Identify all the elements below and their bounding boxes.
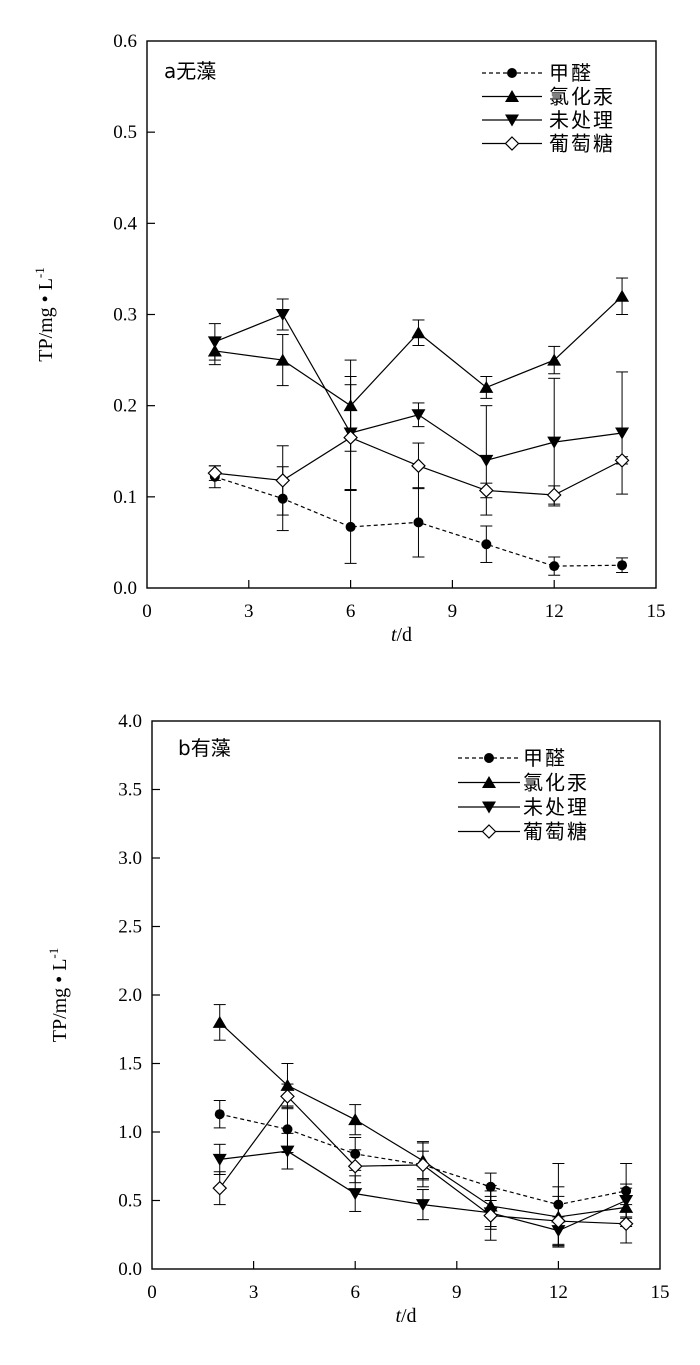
data-point [481,539,492,550]
data-point [547,353,562,366]
panel-label: a无藻 [164,59,216,83]
legend-label: 氯化汞 [549,85,615,109]
x-tick-label: 12 [549,1282,568,1303]
x-tick-label: 12 [545,601,564,622]
y-axis-title: TP/mg • L-1 [32,267,57,362]
y-tick-label: 0.6 [113,31,137,52]
data-point [347,1158,363,1174]
y-tick-label: 0.4 [113,213,137,234]
series-未处理 [207,298,630,516]
data-point [615,289,630,302]
data-point [415,1157,431,1173]
y-tick-label: 2.0 [118,985,142,1006]
y-tick-label: 1.5 [118,1054,142,1075]
legend-marker [482,801,496,814]
x-axis-title: t/d [395,1305,416,1327]
y-tick-label: 0.5 [113,122,137,143]
series-line [219,1021,627,1218]
y-tick-label: 3.0 [118,848,142,869]
y-tick-label: 4.0 [118,711,142,732]
data-point [275,353,290,366]
data-point [212,1153,227,1166]
legend-label: 未处理 [549,108,615,132]
panel-label: b有藻 [178,736,231,760]
x-tick-label: 6 [350,1282,360,1303]
data-point [478,483,494,498]
data-point [415,1199,430,1212]
x-tick-label: 9 [448,601,458,622]
data-point [275,309,290,321]
legend-marker [481,824,497,839]
data-point [275,473,291,488]
y-tick-label: 0.0 [118,1259,142,1280]
data-point [212,1180,228,1196]
y-tick-label: 0.1 [113,487,137,508]
legend-marker [482,776,496,788]
legend-marker [505,90,519,102]
legend-label: 甲醛 [523,746,567,770]
x-tick-label: 9 [452,1282,462,1303]
data-point [343,430,358,445]
data-point [479,380,494,393]
chart-a: 0.0 0.1 0.2 0.3 0.4 0.5 0.6 0 3 6 9 12 15 t/d TP/mg • … [32,31,666,646]
data-point [479,454,494,467]
data-point [212,1015,227,1028]
legend-marker [504,136,520,151]
legend-label: 未处理 [523,795,589,819]
data-point [207,336,222,349]
y-tick-label: 0.5 [118,1191,142,1212]
series-葡萄糖 [212,1083,634,1247]
y-tick-label: 0.3 [113,305,137,326]
data-point [615,427,630,440]
y-tick-label: 0.0 [113,578,137,599]
legend-label: 葡萄糖 [523,820,589,844]
data-point [280,1145,295,1158]
data-point [614,453,630,468]
data-point [280,1089,295,1104]
x-tick-label: 3 [249,1282,259,1303]
x-tick-label: 3 [244,601,254,622]
data-point [413,517,424,528]
y-axis-title: TP/mg • L-1 [46,948,71,1043]
data-point [207,465,223,481]
x-tick-label: 0 [142,601,152,622]
data-point [617,560,628,571]
data-point [551,1213,566,1229]
data-point [546,487,562,503]
data-point [547,436,562,449]
y-tick-label: 0.2 [113,396,137,417]
data-point [411,409,426,422]
x-tick-label: 15 [651,1282,670,1303]
data-point [411,326,426,339]
y-tick-label: 2.5 [118,917,142,938]
data-point [348,1188,363,1201]
x-tick-label: 15 [647,601,666,622]
chart-b: 0.0 0.5 1.0 1.5 2.0 2.5 3.0 3.5 4.0 0 3 6 9 12 15 t/d TP… [46,711,670,1327]
y-tick-label: 3.5 [118,780,142,801]
series-葡萄糖 [207,384,630,516]
y-tick-label: 1.0 [118,1122,142,1143]
x-axis-title: t/d [391,624,412,646]
x-tick-label: 6 [346,601,356,622]
legend-marker [484,753,494,763]
series-line [214,295,623,407]
legend-label: 葡萄糖 [549,132,615,156]
data-point [618,1216,634,1232]
legend-label: 氯化汞 [523,771,589,795]
legend-marker [507,68,517,78]
data-point [549,561,560,572]
data-point [483,1208,499,1223]
x-tick-label: 0 [147,1282,157,1303]
legend-marker [505,114,519,127]
data-point [348,1113,363,1126]
data-point [411,458,426,474]
data-point [345,521,356,532]
legend-label: 甲醛 [549,61,593,85]
data-point [214,1109,225,1120]
data-point [282,1124,293,1135]
data-point [619,1195,634,1207]
